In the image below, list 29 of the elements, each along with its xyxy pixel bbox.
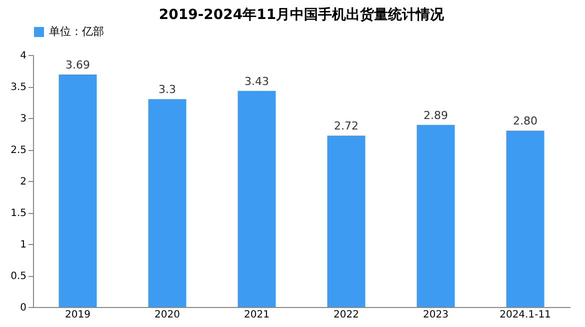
bar — [416, 124, 455, 307]
bar — [148, 99, 186, 307]
x-tick-label: 2020 — [154, 310, 180, 320]
data-label: 3.69 — [66, 58, 90, 72]
x-tick-label: 2023 — [423, 310, 448, 320]
bar — [327, 136, 366, 307]
y-tick-label: 0.5 — [10, 271, 26, 282]
data-label: 2.72 — [334, 120, 358, 133]
y-tick-label: 4 — [20, 50, 26, 62]
data-label: 3.3 — [158, 83, 176, 96]
x-tick-label: 2022 — [334, 310, 359, 320]
legend-label: 单位：亿部 — [49, 25, 104, 38]
y-tick-label: 1.5 — [10, 208, 26, 219]
y-tick-label: 0 — [20, 302, 26, 314]
y-tick-label: 3.5 — [10, 82, 26, 93]
bar — [238, 90, 276, 307]
bar — [58, 74, 97, 307]
bar — [506, 130, 544, 307]
data-label: 2.80 — [513, 114, 538, 128]
x-tick-label: 2024.1-11 — [500, 310, 551, 320]
data-label: 2.89 — [424, 108, 448, 122]
y-tick-label: 2.5 — [10, 145, 26, 156]
chart-title: 2019-2024年11月中国手机出货量统计情况 — [158, 6, 446, 23]
y-tick-label: 1 — [20, 240, 26, 250]
y-tick-label: 2 — [20, 176, 26, 188]
data-label: 3.43 — [244, 74, 269, 88]
x-tick-label: 2019 — [65, 310, 90, 320]
y-tick-label: 3 — [20, 114, 26, 124]
x-tick-label: 2021 — [244, 310, 270, 320]
